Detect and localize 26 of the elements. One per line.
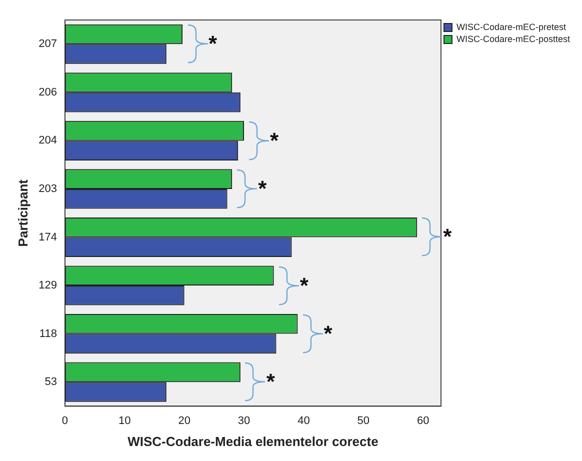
y-tick-label: 207 — [38, 38, 57, 50]
x-tick-label: 10 — [118, 414, 131, 427]
annotation: * — [270, 128, 279, 153]
x-tick-label: 50 — [357, 414, 370, 427]
y-tick-label: 129 — [38, 280, 57, 292]
x-tick-label: 20 — [178, 414, 190, 427]
annotation: * — [300, 272, 308, 298]
annotation: * — [324, 320, 332, 346]
y-tick-label: 174 — [38, 231, 57, 244]
annotation: * — [266, 369, 275, 394]
annotation: * — [208, 31, 218, 56]
y-tick-label: 203 — [38, 182, 57, 195]
x-tick-label: 60 — [416, 414, 430, 427]
annotation: * — [443, 224, 452, 250]
legend-label: WISC-Codare-mEC-posttest — [456, 34, 570, 44]
x-tick-label: 40 — [298, 414, 310, 427]
x-axis-title: WISC-Codare-Media elementelor corecte — [128, 434, 378, 449]
x-tick-label: 0 — [62, 414, 68, 427]
legend-label: WISC-Codare-mEC-pretest — [456, 22, 566, 32]
y-tick-label: 206 — [38, 86, 57, 98]
y-axis-title: Participant — [15, 178, 30, 247]
annotation: * — [258, 176, 267, 201]
y-tick-label: 204 — [38, 134, 57, 147]
x-tick-label: 30 — [238, 414, 250, 427]
y-tick-label: 53 — [44, 376, 57, 388]
y-tick-label: 118 — [39, 328, 57, 340]
